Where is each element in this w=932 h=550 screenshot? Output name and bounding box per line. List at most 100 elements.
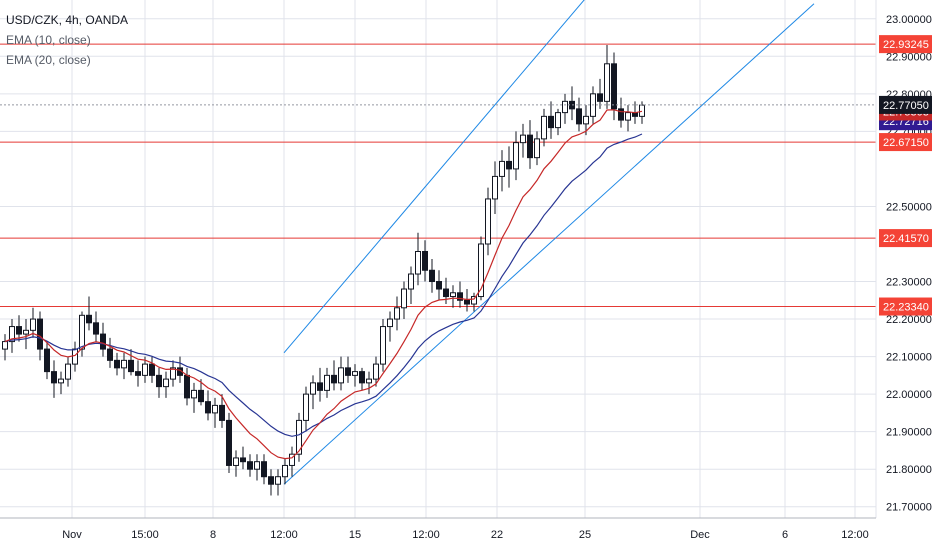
last-price-tag-bg <box>879 95 932 114</box>
price-tick-label: 23.00000 <box>886 14 932 26</box>
candle <box>394 296 400 331</box>
candle-body-up <box>233 457 239 466</box>
candle-body-up <box>394 307 400 320</box>
candle-body-down <box>86 314 92 324</box>
candle <box>471 292 477 312</box>
price-tick-label: 21.80000 <box>886 464 932 476</box>
candle <box>436 270 442 301</box>
candle-body-down <box>37 318 43 350</box>
level-price-tag: 22.23340 <box>879 297 932 316</box>
candle-body-up <box>513 142 519 170</box>
candle <box>205 390 211 421</box>
time-axis[interactable]: Nov 15:00 8 12:00 15 12:00 22 25 Dec 6 12:00 <box>0 517 932 550</box>
candle <box>576 97 582 132</box>
candle <box>121 352 127 380</box>
candle <box>261 454 267 485</box>
horizontal-levels[interactable] <box>0 43 876 308</box>
candle <box>492 161 498 214</box>
candle <box>457 281 463 308</box>
candle <box>233 450 239 477</box>
candle <box>219 394 225 428</box>
candle-body-up <box>58 378 64 384</box>
candle-body-up <box>534 138 540 159</box>
candle-body-down <box>135 371 141 376</box>
candle-body-up <box>366 378 372 384</box>
candle <box>506 146 512 188</box>
candle-body-down <box>576 108 582 125</box>
candle <box>317 367 323 402</box>
candle <box>331 360 337 391</box>
candle <box>408 266 414 305</box>
price-channel[interactable] <box>283 0 815 485</box>
price-tick-label: 22.20000 <box>886 314 932 326</box>
candle-body-up <box>625 112 631 121</box>
candle-body-up <box>303 393 309 421</box>
candle-body-down <box>219 404 225 421</box>
candle-body-up <box>2 341 8 350</box>
candle <box>387 311 393 342</box>
candle-body-up <box>373 363 379 380</box>
candle <box>135 360 141 387</box>
candle <box>16 315 22 342</box>
level-price-tag-text: 22.93245 <box>883 39 929 51</box>
candle <box>247 454 253 477</box>
candle-body-up <box>79 314 85 350</box>
candle <box>170 360 176 387</box>
level-price-tag: 22.41570 <box>879 229 932 248</box>
candle <box>569 86 575 121</box>
ema10-legend[interactable]: EMA (10, close) <box>6 33 91 47</box>
candle <box>51 360 57 398</box>
candle-body-up <box>541 115 547 140</box>
price-tick-label: 22.90000 <box>886 51 932 63</box>
candle-body-down <box>114 359 120 369</box>
candle-body-up <box>282 464 288 478</box>
candle-body-up <box>492 175 498 200</box>
candle <box>352 364 358 387</box>
candle-body-up <box>499 160 505 177</box>
candle <box>268 469 274 496</box>
candle-body-up <box>639 104 645 117</box>
candle <box>191 382 197 413</box>
candle <box>639 101 645 124</box>
price-tick-label: 22.10000 <box>886 352 932 364</box>
candle <box>499 150 505 192</box>
candle-body-down <box>240 457 246 463</box>
candle-body-down <box>16 326 22 335</box>
candle-body-down <box>268 476 274 485</box>
candle-body-down <box>205 401 211 414</box>
candle <box>618 97 624 128</box>
channel-upper-line[interactable] <box>283 0 814 354</box>
ema20-legend[interactable]: EMA (20, close) <box>6 53 91 67</box>
candle <box>296 412 302 462</box>
candle-body-down <box>156 374 162 388</box>
candle-body-down <box>345 367 351 376</box>
candle <box>275 469 281 496</box>
candle-body-down <box>548 115 554 129</box>
time-tick-label: 15 <box>349 529 361 541</box>
candle <box>44 341 50 380</box>
symbol-title[interactable]: USD/CZK, 4h, OANDA <box>6 13 129 27</box>
candle <box>324 367 330 398</box>
channel-lower-line[interactable] <box>283 3 815 485</box>
candle-body-up <box>352 371 358 376</box>
candle <box>429 259 435 293</box>
candle <box>240 446 246 470</box>
candle-body-up <box>338 367 344 384</box>
candle <box>338 356 344 391</box>
candle <box>366 371 372 395</box>
candle-body-up <box>555 112 561 129</box>
candle-body-down <box>611 63 617 110</box>
candle-body-down <box>149 363 155 376</box>
time-tick-label: 12:00 <box>270 529 298 541</box>
candle <box>604 45 610 109</box>
candle <box>562 93 568 124</box>
ema10-line <box>4 109 643 460</box>
candle <box>373 356 379 387</box>
price-axis-tags: 22.9324522.6715022.4157022.2334022.72716… <box>879 35 932 316</box>
candle-body-up <box>583 115 589 125</box>
candle <box>597 78 603 109</box>
candle-body-up <box>142 363 148 376</box>
candle-body-down <box>359 371 365 384</box>
candlestick-series <box>2 45 645 496</box>
